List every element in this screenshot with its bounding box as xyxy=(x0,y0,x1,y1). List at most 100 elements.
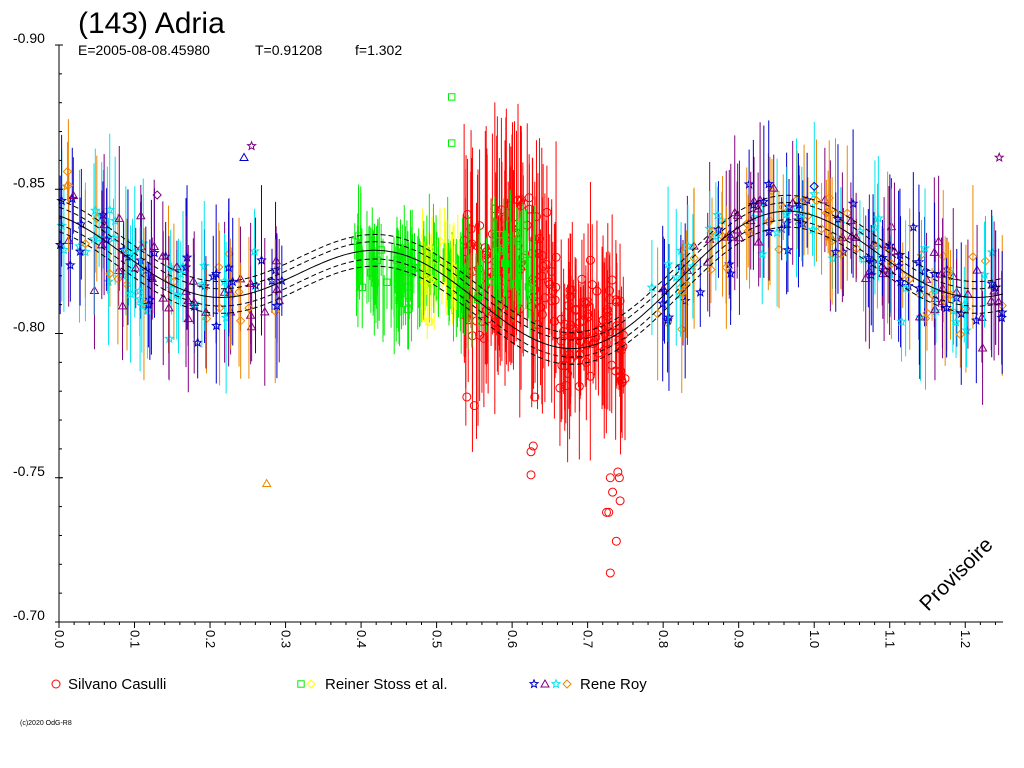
x-tick-label: 0.5 xyxy=(430,630,445,648)
data-point xyxy=(550,295,560,305)
data-point xyxy=(576,337,586,347)
plot-area xyxy=(54,93,1008,578)
data-point xyxy=(447,260,457,271)
data-point xyxy=(540,293,550,303)
x-tick-label: 0.1 xyxy=(128,630,143,648)
data-point xyxy=(244,303,254,313)
legend-marker xyxy=(51,679,61,689)
data-point xyxy=(614,473,624,483)
data-point xyxy=(858,253,869,264)
data-point xyxy=(920,313,931,324)
data-point xyxy=(867,257,879,268)
data-point xyxy=(816,224,827,234)
data-point xyxy=(979,268,990,280)
data-point xyxy=(410,263,418,272)
data-point xyxy=(64,259,76,270)
data-point xyxy=(466,241,476,251)
data-point xyxy=(605,568,615,578)
data-point xyxy=(744,229,755,239)
data-point xyxy=(103,276,114,287)
legend-label: Silvano Casulli xyxy=(68,676,166,693)
data-point xyxy=(490,318,500,328)
data-point xyxy=(872,241,883,251)
data-point xyxy=(896,316,907,327)
data-point xyxy=(143,299,154,310)
data-point xyxy=(181,251,193,262)
data-point xyxy=(970,314,982,325)
data-point xyxy=(172,261,182,271)
data-point xyxy=(425,318,433,326)
x-tick-label: 0.8 xyxy=(656,630,671,648)
data-point xyxy=(404,298,413,306)
data-point xyxy=(599,346,609,356)
y-tick-label: -0.75 xyxy=(13,463,45,479)
data-point xyxy=(261,478,272,488)
legend-item-2: Rene Roy xyxy=(528,676,647,693)
data-point xyxy=(847,198,859,209)
data-point xyxy=(480,281,490,291)
data-point xyxy=(689,253,699,263)
data-point xyxy=(671,271,682,282)
data-point xyxy=(135,210,146,220)
data-point xyxy=(227,276,238,287)
data-point xyxy=(196,278,208,289)
data-point xyxy=(501,259,509,267)
data-point xyxy=(980,256,991,266)
legend-label: Reiner Stoss et al. xyxy=(325,676,448,693)
data-point xyxy=(745,215,756,225)
data-point xyxy=(905,274,915,284)
x-tick-label: 0.0 xyxy=(52,630,67,648)
data-point xyxy=(707,226,717,236)
data-point xyxy=(495,230,504,239)
data-point xyxy=(968,252,978,262)
data-point xyxy=(877,252,888,263)
data-point xyxy=(765,216,775,226)
x-tick-label: 0.3 xyxy=(279,630,294,648)
data-point xyxy=(682,240,694,251)
data-point xyxy=(567,285,577,295)
data-point xyxy=(426,275,436,285)
axes: -0.90 -0.85 -0.80 -0.75 -0.70 0.0 0.1 0.2 0.3 0.4… xyxy=(13,30,1003,648)
data-point xyxy=(462,392,472,402)
data-point xyxy=(201,307,211,316)
data-point xyxy=(541,260,551,270)
chart-text: (143) Adria E=2005-08-08.45980 T=0.91208… xyxy=(20,7,998,727)
data-point xyxy=(105,269,115,279)
data-point xyxy=(164,302,174,312)
data-point xyxy=(113,265,124,274)
data-point xyxy=(108,232,119,243)
data-point xyxy=(961,324,972,335)
data-point xyxy=(781,208,793,219)
data-point xyxy=(526,447,536,457)
data-point xyxy=(809,181,819,192)
data-point xyxy=(842,208,852,218)
f-label: f=1.302 xyxy=(355,42,402,58)
data-point xyxy=(549,316,559,326)
data-point xyxy=(223,262,235,273)
data-point xyxy=(514,237,522,245)
data-point xyxy=(585,255,595,265)
data-point xyxy=(977,312,987,321)
data-point xyxy=(916,250,927,260)
data-point xyxy=(938,251,948,261)
data-point xyxy=(61,180,72,191)
data-point xyxy=(913,282,925,293)
data-point xyxy=(977,342,988,352)
data-point xyxy=(246,321,257,331)
period-label: T=0.91208 xyxy=(255,42,323,58)
data-point xyxy=(122,279,132,290)
data-point xyxy=(687,260,699,271)
data-point xyxy=(114,213,125,222)
data-point xyxy=(531,212,541,222)
data-point xyxy=(483,314,493,324)
data-point xyxy=(950,316,962,327)
data-point xyxy=(250,279,261,290)
series-0 xyxy=(458,102,630,578)
x-tick-label: 0.7 xyxy=(581,630,596,648)
data-point xyxy=(565,349,575,359)
data-point xyxy=(527,301,537,311)
data-point xyxy=(832,213,844,224)
data-point xyxy=(675,289,686,300)
data-point xyxy=(753,237,764,246)
